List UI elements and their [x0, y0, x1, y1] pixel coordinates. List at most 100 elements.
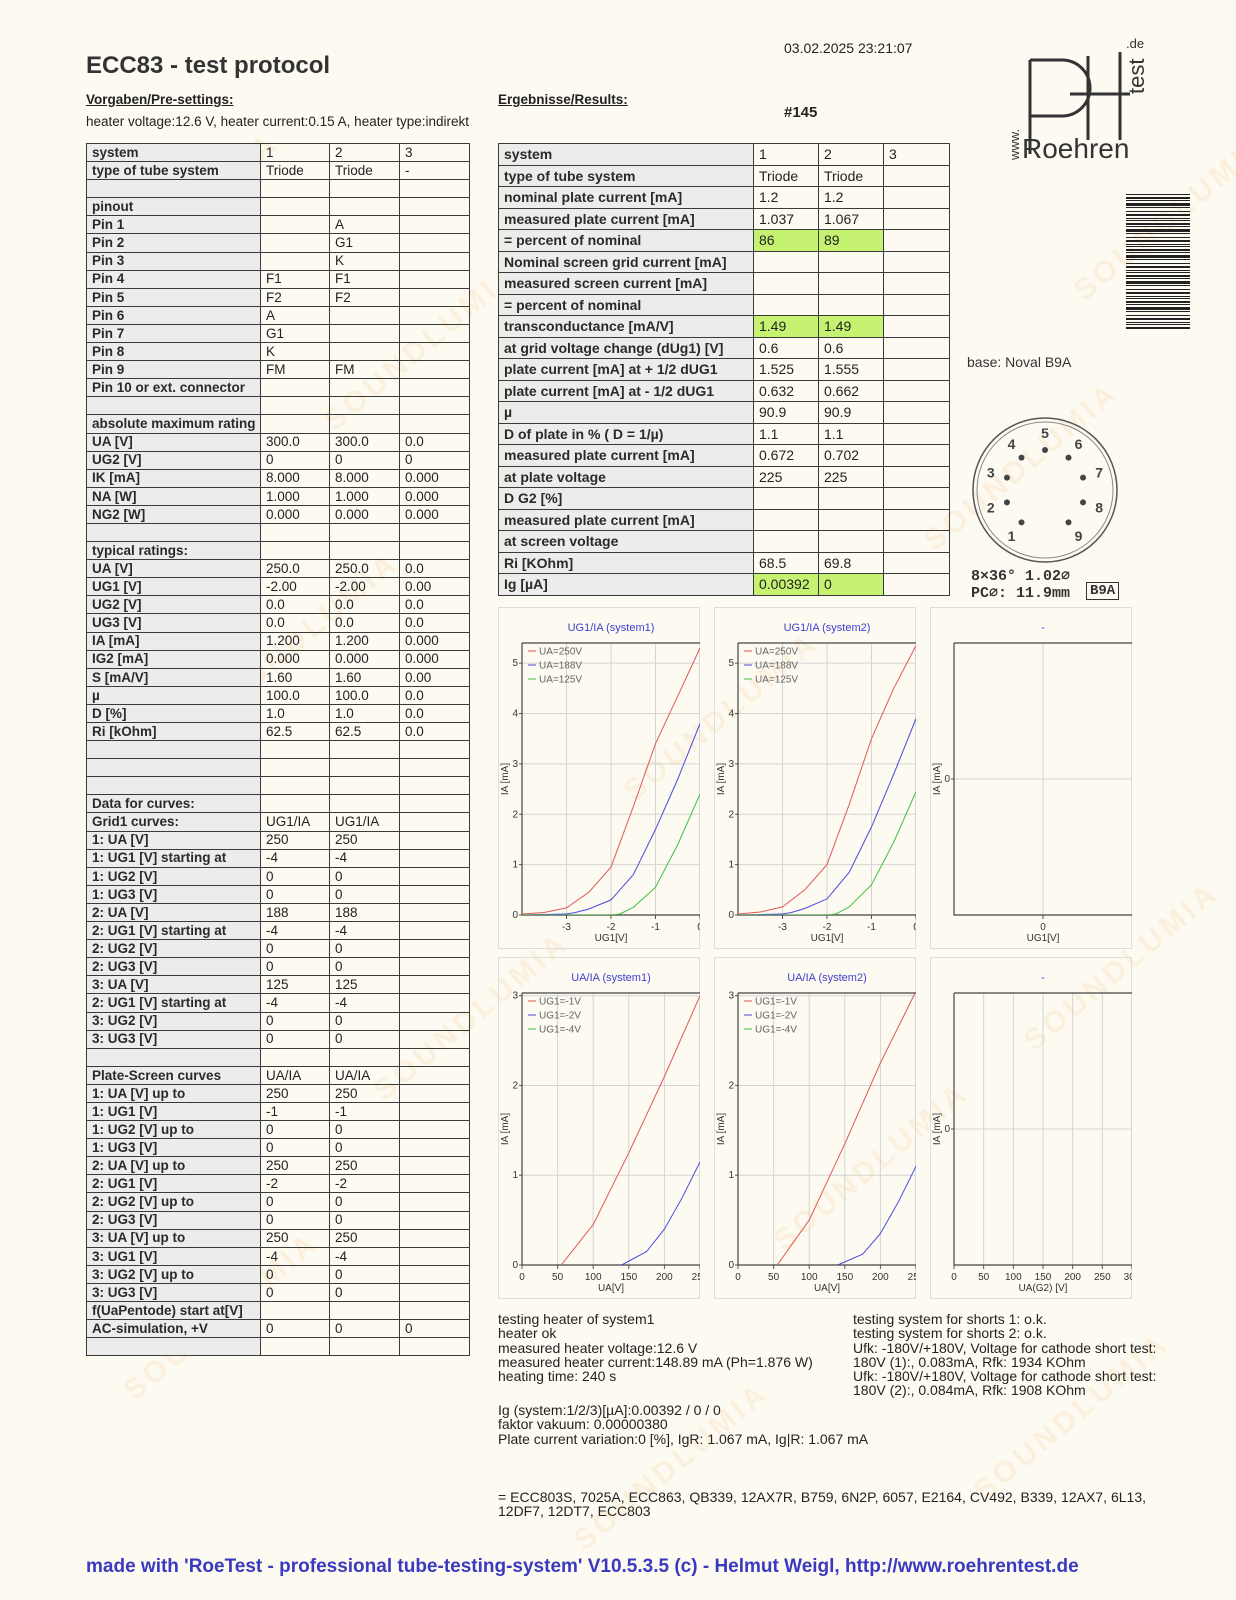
- legend-label: UG1=-4V: [755, 1025, 797, 1036]
- curve: [776, 993, 916, 1265]
- label-cell: [86, 396, 261, 416]
- legend-label: UG1=-2V: [539, 1011, 581, 1022]
- value-cell: -2: [260, 1174, 330, 1194]
- barcode-bar: [1126, 285, 1190, 286]
- x-tick-label: -2: [823, 922, 832, 933]
- table-row: Pin 5 F2 F2: [86, 287, 470, 307]
- label-cell: 1: UA [V] up to: [86, 1083, 261, 1103]
- table-row: 2: UG2 [V] 0 0: [86, 939, 470, 959]
- value-cell: [399, 522, 470, 543]
- x-tick-label: 50: [978, 1272, 990, 1283]
- value-cell: [883, 207, 950, 230]
- table-row: absolute maximum rating: [86, 414, 470, 434]
- y-axis-label: IA [mA]: [500, 763, 511, 795]
- value-cell: 1.200: [260, 631, 330, 651]
- value-cell: 250: [329, 1156, 400, 1176]
- value-cell: 0: [329, 1282, 400, 1303]
- label-cell: 3: UA [V] up to: [86, 1228, 261, 1248]
- value-cell: 250: [329, 1228, 400, 1248]
- label-cell: Pin 8: [86, 342, 261, 362]
- table-row: measured screen current [mA]: [498, 272, 950, 295]
- value-cell: 100.0: [329, 685, 400, 705]
- label-cell: IA [mA]: [86, 631, 261, 651]
- table-row: UG1 [V] -2.00 -2.00 0.00: [86, 577, 470, 597]
- label-cell: 2: UG2 [V] up to: [86, 1192, 261, 1212]
- table-row: Pin 9 FM FM: [86, 360, 470, 380]
- value-cell: 188: [260, 902, 330, 923]
- y-tick-label: 3: [512, 759, 518, 770]
- curve: [621, 1161, 700, 1265]
- x-axis-label: UA(G2) [V]: [1019, 1283, 1068, 1294]
- value-cell: 0: [329, 1029, 400, 1049]
- legend-label: UG1=-1V: [755, 997, 797, 1008]
- barcode-bar: [1126, 197, 1190, 199]
- table-row: 3: UG2 [V] up to 0 0: [86, 1264, 470, 1284]
- x-tick-label: -3: [562, 922, 571, 933]
- value-cell: -4: [260, 993, 330, 1013]
- chart-frame: [498, 957, 700, 1299]
- value-cell: [399, 1156, 470, 1176]
- label-cell: 1: UG2 [V]: [86, 866, 261, 886]
- value-cell: [883, 358, 950, 381]
- value-cell: 1.067: [818, 207, 884, 230]
- label-cell: µ: [498, 401, 754, 424]
- y-tick-label: 3: [728, 991, 734, 1002]
- label-cell: Grid1 curves:: [86, 812, 261, 832]
- results-heading: Ergebnisse/Results:: [498, 92, 628, 107]
- x-tick-label: 0: [735, 1272, 741, 1283]
- label-cell: µ: [86, 685, 261, 705]
- text-line: Ufk: -180V/+180V, Voltage for cathode sh…: [853, 1339, 1157, 1356]
- value-cell: [399, 1192, 470, 1212]
- value-cell: 250: [260, 1156, 330, 1176]
- base-spec: PC⌀: 11.9mm: [971, 585, 1071, 602]
- value-cell: 0.000: [329, 504, 400, 524]
- value-cell: [883, 530, 950, 553]
- value-cell: 125: [329, 975, 400, 995]
- table-row: D G2 [%]: [498, 487, 950, 510]
- chart: UG1/IA (system1) -3 -2 -1 0 0 1 2 3 4 5 UA=250V UA=1…: [498, 607, 700, 949]
- value-cell: 0.0: [260, 595, 330, 615]
- value-cell: 0.00: [399, 577, 470, 597]
- x-tick-label: 150: [1035, 1272, 1052, 1283]
- pin: [1018, 454, 1025, 461]
- value-cell: 250: [329, 1083, 400, 1103]
- label-cell: 2: UG1 [V] starting at: [86, 921, 261, 941]
- table-row: NA [W] 1.000 1.000 0.000: [86, 486, 470, 506]
- label-cell: UA [V]: [86, 559, 261, 579]
- label-cell: measured plate current [mA]: [498, 508, 754, 531]
- table-row: [86, 396, 470, 416]
- x-tick-label: 50: [768, 1272, 780, 1283]
- curve: [522, 793, 700, 915]
- table-row: AC-simulation, +V 0 0 0: [86, 1319, 470, 1339]
- value-cell: 0: [329, 1264, 400, 1284]
- value-cell: 86: [753, 229, 819, 252]
- value-cell: 0.6: [753, 336, 819, 359]
- value-cell: FM: [260, 360, 330, 380]
- value-cell: [399, 975, 470, 995]
- table-row: 2: UG3 [V] 0 0: [86, 1210, 470, 1230]
- value-cell: [883, 315, 950, 338]
- value-cell: [883, 422, 950, 445]
- label-cell: = percent of nominal: [498, 293, 754, 316]
- base-label: base: Noval B9A: [967, 354, 1072, 370]
- pin-label: 2: [987, 500, 995, 516]
- value-cell: 0: [818, 573, 884, 596]
- label-cell: [86, 522, 261, 543]
- label-cell: NA [W]: [86, 486, 261, 506]
- value-cell: [753, 508, 819, 531]
- x-tick-label: 250: [1094, 1272, 1111, 1283]
- value-cell: FM: [329, 360, 400, 380]
- value-cell: 62.5: [260, 721, 330, 742]
- value-cell: -4: [260, 848, 330, 868]
- value-cell: [399, 414, 470, 434]
- label-cell: UG1 [V]: [86, 577, 261, 597]
- table-row: nominal plate current [mA] 1.2 1.2: [498, 186, 950, 209]
- value-cell: 0.000: [399, 486, 470, 506]
- value-cell: [818, 508, 884, 531]
- text-line: faktor vakuum: 0.00000380: [498, 1416, 668, 1433]
- value-cell: [260, 215, 330, 235]
- value-cell: Triode: [818, 164, 884, 187]
- table-row: at plate voltage 225 225: [498, 465, 950, 488]
- text-line: 180V (2):, 0.084mA, Rfk: 1908 KOhm: [853, 1382, 1086, 1399]
- label-cell: Ri [kOhm]: [86, 721, 261, 742]
